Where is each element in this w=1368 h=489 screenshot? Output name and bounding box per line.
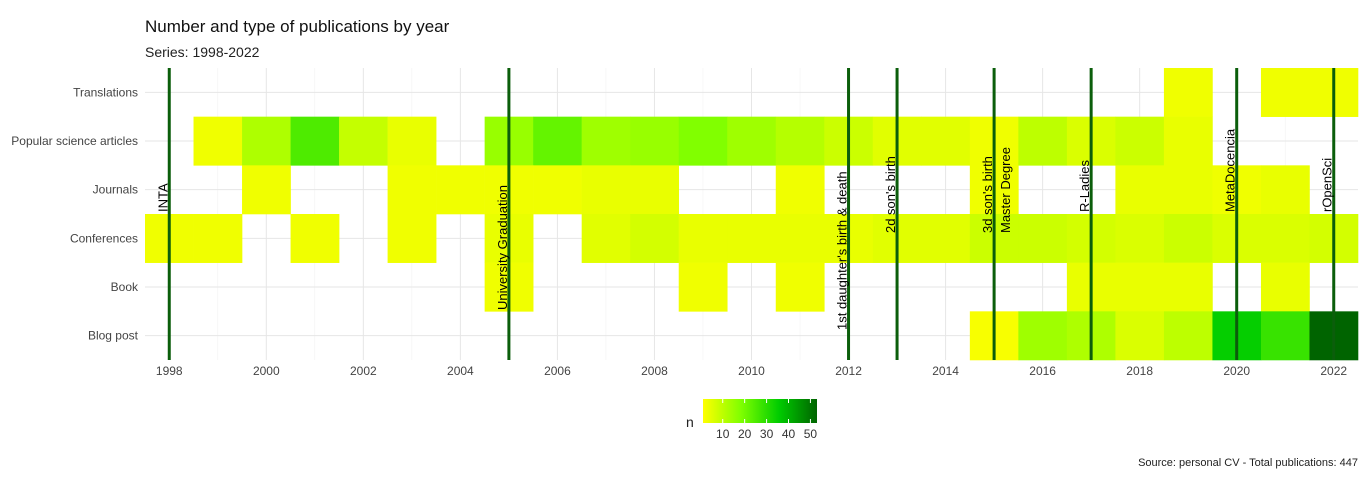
y-tick-label: Conferences xyxy=(70,231,138,245)
event-label: University Graduation xyxy=(495,185,510,310)
x-tick-label: 2002 xyxy=(350,364,377,378)
heatmap-cell xyxy=(581,165,631,215)
y-tick-label: Popular science articles xyxy=(11,134,138,148)
heatmap-cell xyxy=(1018,116,1068,166)
heatmap-cell xyxy=(630,214,680,263)
heatmap-cell xyxy=(193,116,243,166)
heatmap-cell xyxy=(775,262,825,312)
heatmap-cell xyxy=(387,165,437,215)
x-tick-label: 2014 xyxy=(932,364,959,378)
heatmap-cell xyxy=(1018,311,1068,361)
heatmap-cell xyxy=(1260,165,1310,215)
heatmap-cell xyxy=(1115,311,1165,361)
heatmap-cell xyxy=(581,116,631,166)
heatmap-cell xyxy=(727,116,777,166)
heatmap-cell xyxy=(1115,262,1165,312)
legend-title: n xyxy=(686,414,694,430)
heatmap-cell xyxy=(775,214,825,263)
x-tick-label: 2018 xyxy=(1126,364,1153,378)
heatmap-cell xyxy=(678,214,728,263)
event-label: R-Ladies xyxy=(1077,159,1092,212)
heatmap-cell xyxy=(436,165,485,215)
heatmap-cell xyxy=(242,165,291,215)
y-tick-label: Blog post xyxy=(88,329,139,343)
heatmap-cell xyxy=(1115,116,1165,166)
heatmap-cell xyxy=(1163,116,1213,166)
heatmap-cell xyxy=(193,214,243,263)
heatmap-cell xyxy=(290,116,340,166)
x-tick-label: 2012 xyxy=(835,364,862,378)
heatmap-cell xyxy=(242,116,291,166)
heatmap-cell xyxy=(1163,165,1213,215)
heatmap-cell xyxy=(581,214,631,263)
heatmap-cell xyxy=(533,116,582,166)
heatmap-cell xyxy=(1163,311,1213,361)
heatmap-cell xyxy=(1260,262,1310,312)
chart-caption: Source: personal CV - Total publications… xyxy=(1138,457,1358,469)
heatmap-cell xyxy=(1115,165,1165,215)
x-tick-label: 2004 xyxy=(447,364,474,378)
legend-tick-label: 40 xyxy=(782,427,796,441)
heatmap-cell xyxy=(921,116,971,166)
heatmap-cell xyxy=(1163,68,1213,117)
heatmap-cell xyxy=(1115,214,1165,263)
event-label: 2d son's birth xyxy=(883,156,898,233)
event-label: Master Degree xyxy=(998,147,1013,233)
heatmap-cell xyxy=(727,214,777,263)
x-tick-label: 1998 xyxy=(156,364,183,378)
x-tick-label: 2016 xyxy=(1029,364,1056,378)
chart-title: Number and type of publications by year xyxy=(145,17,450,36)
event-label: 3d son's birth xyxy=(980,156,995,233)
x-tick-label: 2022 xyxy=(1320,364,1347,378)
heatmap-cell xyxy=(533,165,582,215)
x-tick-label: 2000 xyxy=(253,364,280,378)
heatmap-cell xyxy=(290,214,340,263)
event-label: rOpenSci xyxy=(1320,158,1335,212)
legend-tick-label: 30 xyxy=(760,427,774,441)
heatmap-cell xyxy=(1163,262,1213,312)
heatmap-cell xyxy=(1260,68,1310,117)
heatmap-cell xyxy=(678,262,728,312)
heatmap-cell xyxy=(1260,214,1310,263)
event-label: 1st daughter's birth & death xyxy=(835,171,850,330)
heatmap-cell xyxy=(339,116,388,166)
legend-tick-label: 10 xyxy=(716,427,730,441)
legend-tick-label: 50 xyxy=(804,427,818,441)
heatmap-cell xyxy=(387,214,437,263)
x-tick-label: 2008 xyxy=(641,364,668,378)
heatmap-cell xyxy=(1163,214,1213,263)
heatmap-cell xyxy=(775,116,825,166)
x-tick-label: 2010 xyxy=(738,364,765,378)
heatmap-cell xyxy=(630,165,680,215)
legend-tick-label: 20 xyxy=(738,427,752,441)
heatmap-cell xyxy=(1260,311,1310,361)
heatmap-cell xyxy=(630,116,680,166)
heatmap-cell xyxy=(921,214,971,263)
event-label: INTA xyxy=(155,183,170,212)
heatmap-cell xyxy=(678,116,728,166)
heatmap-cell xyxy=(775,165,825,215)
legend-colorbar xyxy=(703,399,817,423)
y-tick-label: Translations xyxy=(73,85,138,99)
x-tick-label: 2020 xyxy=(1223,364,1250,378)
x-tick-label: 2006 xyxy=(544,364,571,378)
y-tick-label: Journals xyxy=(93,183,138,197)
heatmap-cell xyxy=(1018,214,1068,263)
event-label: MetaDocencia xyxy=(1223,128,1238,212)
y-tick-label: Book xyxy=(111,280,139,294)
chart-subtitle: Series: 1998-2022 xyxy=(145,44,260,60)
heatmap-cell xyxy=(387,116,437,166)
